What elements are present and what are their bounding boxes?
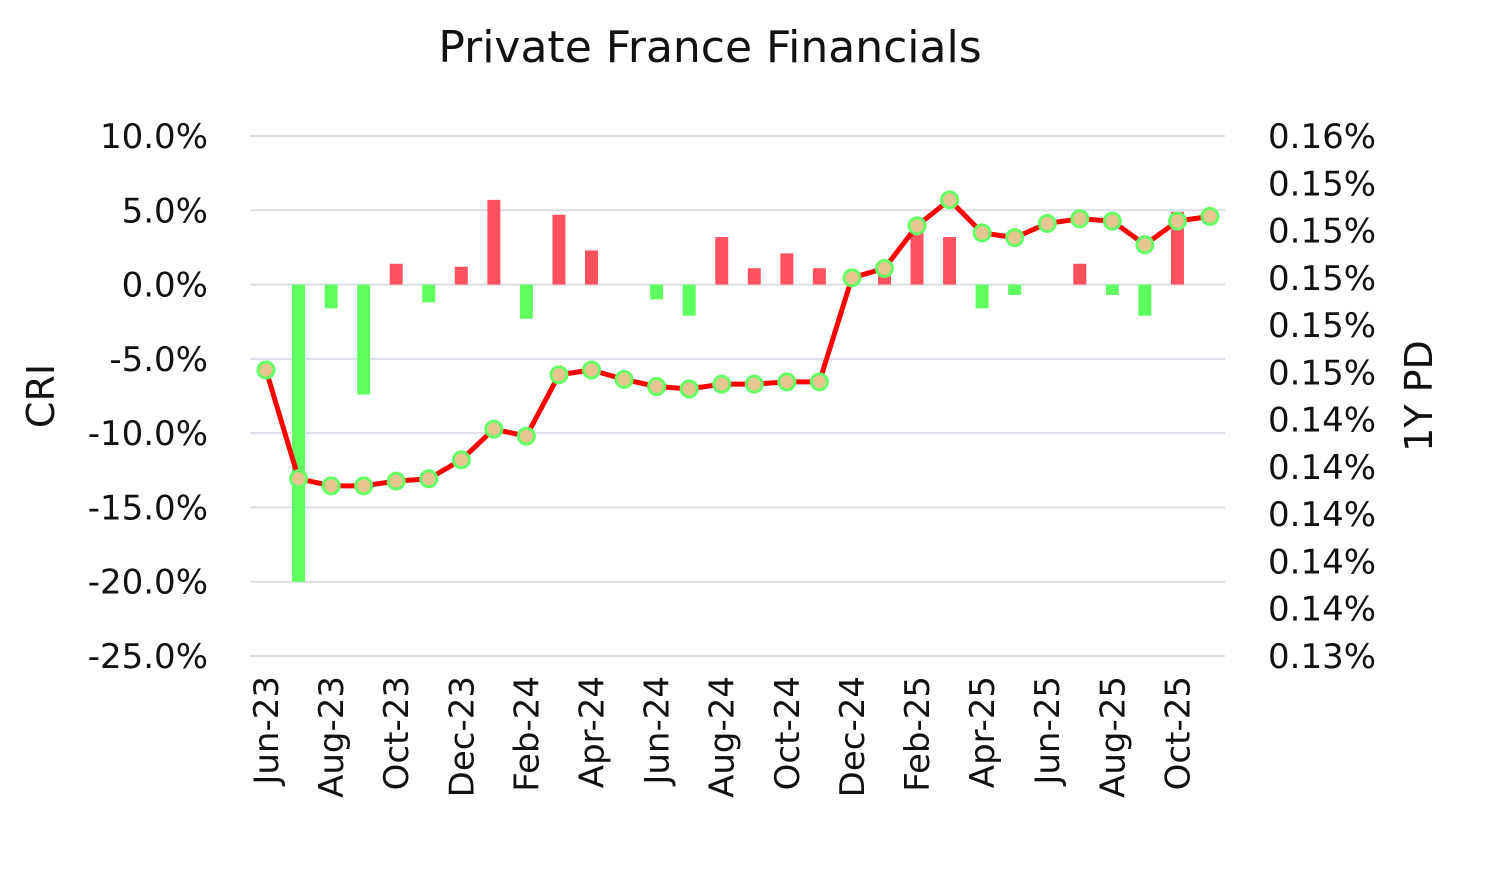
bar [292, 284, 306, 582]
y-right-tick-label: 0.14% [1268, 401, 1376, 441]
bar [324, 284, 338, 309]
x-tick-label: Aug-23 [312, 676, 352, 798]
bar [682, 284, 696, 316]
bar [910, 231, 924, 285]
x-tick-label: Oct-23 [377, 676, 417, 790]
y-left-tick-label: -5.0% [109, 340, 208, 380]
y-left-tick-label: -10.0% [88, 414, 208, 454]
y-right-tick-label: 0.14% [1268, 495, 1376, 535]
pd-marker [647, 377, 667, 397]
pd-marker [614, 369, 634, 389]
pd-marker [484, 419, 504, 439]
pd-marker [777, 372, 797, 392]
pd-marker [256, 360, 276, 380]
x-tick-label: Aug-25 [1093, 676, 1133, 798]
y-right-tick-label: 0.15% [1268, 212, 1376, 252]
pd-marker [744, 374, 764, 394]
y-right-tick-label: 0.14% [1268, 448, 1376, 488]
pd-marker [1135, 235, 1155, 255]
bar [975, 284, 989, 309]
bar [389, 263, 403, 285]
x-tick-label: Apr-25 [963, 676, 1003, 788]
pd-line [263, 197, 1211, 489]
bar [422, 284, 436, 303]
pd-marker [419, 469, 439, 489]
bar [650, 284, 664, 300]
bar [715, 237, 729, 285]
pd-marker [549, 365, 569, 385]
y-right-tick-label: 0.14% [1268, 542, 1376, 582]
x-tick-label: Oct-24 [768, 676, 808, 790]
bar [747, 268, 761, 285]
pd-marker [321, 476, 341, 496]
pd-marker [386, 471, 406, 491]
bar [585, 250, 599, 285]
bar [357, 284, 371, 395]
y-left-tick-label: -25.0% [88, 637, 208, 677]
pd-marker [289, 469, 309, 489]
pd-marker [516, 426, 536, 446]
bar [1008, 284, 1022, 295]
pd-marker [354, 476, 374, 496]
bar [943, 237, 957, 285]
pd-marker [940, 190, 960, 210]
x-tick-label: Apr-24 [573, 676, 613, 788]
x-tick-label: Jun-25 [1028, 676, 1068, 787]
bar [1138, 284, 1152, 316]
y-axis-right-label: 1Y PD [1397, 340, 1441, 452]
x-tick-label: Aug-24 [703, 676, 743, 798]
y-right-tick-label: 0.13% [1268, 637, 1376, 677]
bar [812, 268, 826, 285]
bar [487, 199, 501, 285]
pd-marker [1102, 211, 1122, 231]
x-tick-label: Dec-23 [442, 676, 482, 797]
x-tick-label: Feb-25 [898, 676, 938, 792]
y-left-tick-label: 10.0% [100, 117, 208, 157]
pd-marker [582, 360, 602, 380]
pd-marker [907, 216, 927, 236]
bar [519, 284, 533, 319]
y-right-tick-label: 0.14% [1268, 590, 1376, 630]
pd-marker [712, 374, 732, 394]
y-right-tick-label: 0.15% [1268, 353, 1376, 393]
pd-marker [809, 372, 829, 392]
y-right-tick-label: 0.15% [1268, 164, 1376, 204]
bar [780, 253, 794, 285]
pd-marker [1200, 206, 1220, 226]
pd-marker [874, 258, 894, 278]
bar [454, 266, 468, 285]
x-tick-label: Feb-24 [507, 676, 547, 792]
bar [1105, 284, 1119, 295]
pd-marker [679, 379, 699, 399]
y-left-tick-label: 5.0% [122, 191, 208, 231]
pd-marker [451, 450, 471, 470]
chart-title: Private France Financials [438, 22, 981, 73]
bar [552, 214, 566, 285]
pd-marker [1005, 228, 1025, 248]
y-left-tick-label: 0.0% [122, 266, 208, 306]
pd-marker [972, 223, 992, 243]
pd-marker [1167, 211, 1187, 231]
x-tick-label: Jun-24 [638, 676, 678, 787]
pd-marker [842, 268, 862, 288]
y-left-tick-label: -15.0% [88, 488, 208, 528]
pd-marker [1070, 209, 1090, 229]
y-right-tick-label: 0.15% [1268, 259, 1376, 299]
bar [1073, 263, 1087, 285]
y-axis-left-label: CRI [19, 364, 63, 428]
pd-marker [1037, 213, 1057, 233]
y-right-tick-label: 0.16% [1268, 117, 1376, 157]
y-left-tick-label: -20.0% [88, 563, 208, 603]
x-tick-label: Dec-24 [833, 676, 873, 797]
x-tick-label: Jun-23 [247, 676, 287, 787]
y-right-tick-label: 0.15% [1268, 306, 1376, 346]
x-tick-label: Oct-25 [1158, 676, 1198, 790]
